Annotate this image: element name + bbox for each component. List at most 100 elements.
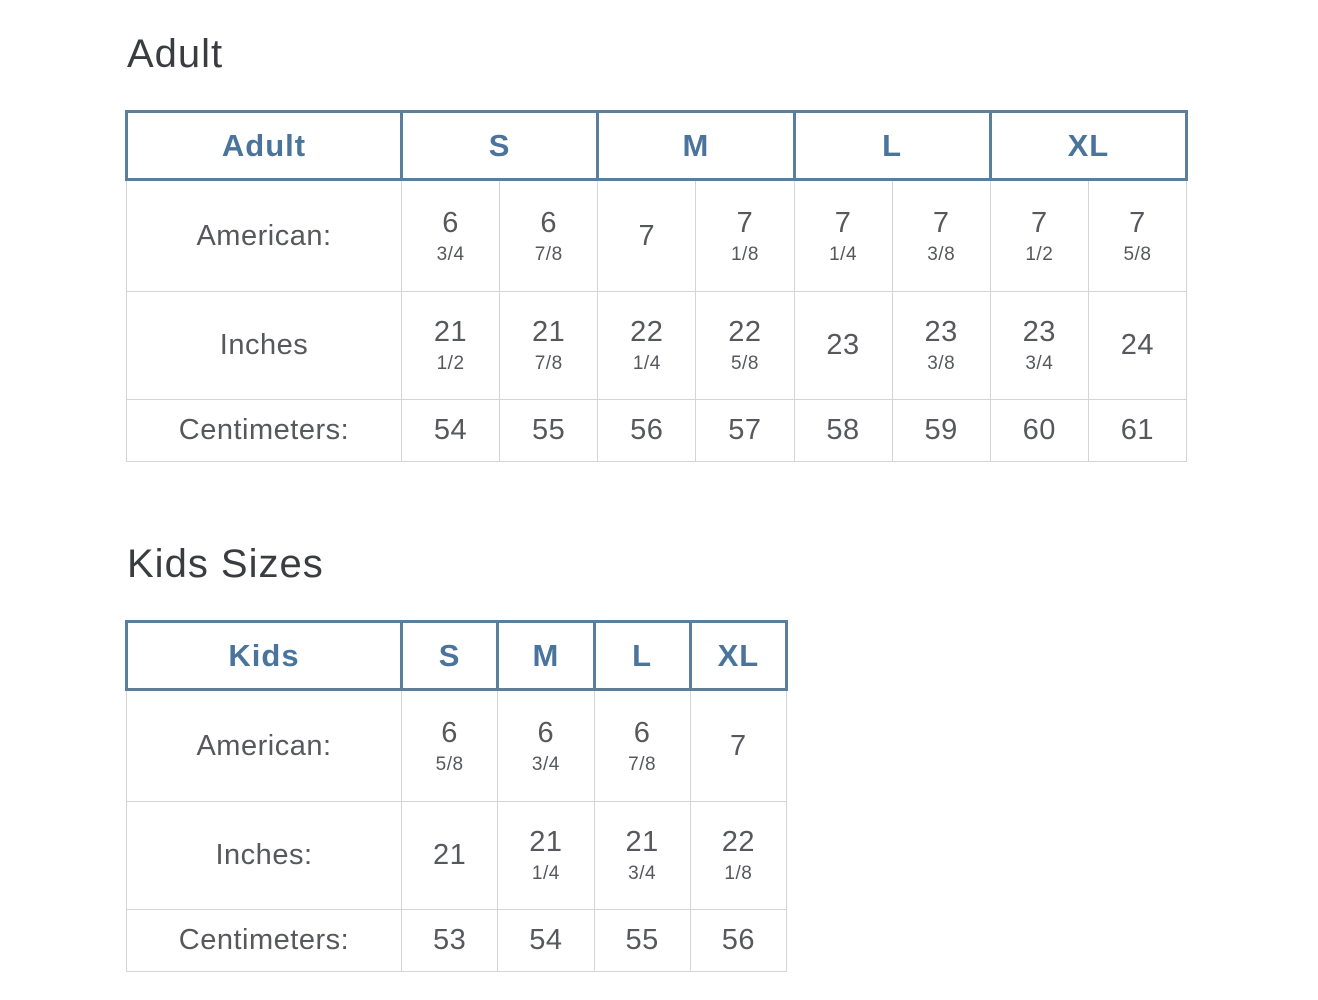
size-value-cell: 59	[891, 399, 991, 462]
value-whole: 7	[834, 206, 852, 239]
adult-american-label: American:	[126, 179, 402, 292]
adult-size-table: Adult S M L XL American: 6 3/4 6 7/8 7 7…	[125, 110, 1189, 462]
size-value-cell: 23 3/4	[989, 291, 1089, 400]
size-value-cell: 21 1/2	[400, 291, 501, 400]
value-fraction: 3/4	[436, 243, 465, 265]
kids-corner-header: Kids	[125, 620, 403, 691]
value-whole: 21	[625, 826, 659, 858]
size-value-cell: 22 5/8	[695, 291, 795, 400]
kids-american-row: American: 6 5/8 6 3/4 6 7/8 7	[126, 689, 788, 802]
value-fraction: 1/8	[730, 243, 759, 265]
value-fraction: 7/8	[534, 353, 563, 374]
size-value-cell: 7 1/8	[695, 179, 795, 292]
size-value-cell: 24	[1087, 291, 1188, 400]
value-whole: 56	[630, 414, 664, 446]
kids-inches-label: Inches:	[126, 801, 402, 910]
adult-header-row: Adult S M L XL	[125, 110, 1189, 181]
value-whole: 6	[442, 206, 459, 239]
kids-header-s: S	[399, 620, 500, 691]
kids-inches-row: Inches: 21 21 1/4 21 3/4 22 1/8	[126, 801, 788, 910]
value-whole: 22	[630, 316, 664, 348]
value-whole: 55	[532, 414, 566, 446]
size-value-cell: 6 3/4	[400, 179, 501, 292]
value-whole: 21	[532, 316, 566, 348]
size-value-cell: 22 1/4	[597, 291, 697, 400]
value-fraction: 3/8	[927, 243, 956, 265]
size-value-cell: 22 1/8	[689, 801, 788, 910]
value-fraction: 5/8	[435, 753, 464, 775]
value-whole: 56	[721, 924, 755, 956]
value-whole: 53	[432, 924, 467, 956]
size-value-cell: 6 7/8	[499, 179, 599, 292]
value-whole: 54	[529, 924, 563, 956]
value-whole: 6	[633, 716, 651, 749]
size-value-cell: 7	[597, 179, 697, 292]
size-value-cell: 7 1/2	[989, 179, 1089, 292]
adult-header-s: S	[399, 110, 600, 181]
value-whole: 58	[826, 414, 860, 446]
adult-corner-header: Adult	[125, 110, 403, 181]
value-fraction: 1/4	[829, 243, 858, 265]
value-fraction: 5/8	[730, 353, 759, 374]
adult-inches-row: Inches 21 1/2 21 7/8 22 1/4 22 5/8 23 23…	[126, 291, 1188, 400]
value-fraction: 1/2	[436, 353, 465, 374]
value-whole: 6	[537, 716, 555, 749]
size-value-cell: 21 7/8	[499, 291, 599, 400]
size-value-cell: 54	[497, 909, 595, 972]
value-fraction: 1/2	[1025, 243, 1054, 265]
size-value-cell: 53	[400, 909, 499, 972]
value-fraction: 3/4	[1025, 353, 1054, 374]
value-whole: 22	[721, 826, 755, 858]
value-whole: 21	[432, 839, 467, 871]
size-value-cell: 60	[989, 399, 1089, 462]
size-value-cell: 7	[689, 689, 788, 802]
value-whole: 23	[826, 329, 860, 361]
value-whole: 7	[1030, 206, 1048, 239]
value-fraction: 3/4	[531, 753, 560, 775]
value-fraction: 3/8	[927, 353, 956, 374]
size-value-cell: 7 3/8	[891, 179, 991, 292]
value-whole: 23	[924, 316, 958, 348]
value-whole: 59	[924, 414, 958, 446]
adult-header-l: L	[792, 110, 992, 181]
kids-section-heading: Kids Sizes	[127, 542, 324, 586]
value-whole: 7	[730, 729, 747, 762]
kids-centimeters-label: Centimeters:	[126, 909, 402, 972]
adult-inches-label: Inches	[126, 291, 402, 400]
size-value-cell: 6 3/4	[497, 689, 595, 802]
value-fraction: 5/8	[1123, 243, 1152, 265]
value-whole: 22	[728, 316, 762, 348]
size-value-cell: 55	[499, 399, 599, 462]
adult-centimeters-row: Centimeters: 54 55 56 57 58 59 60 61	[126, 399, 1188, 462]
value-fraction: 7/8	[628, 753, 657, 775]
kids-header-l: L	[592, 620, 692, 691]
size-value-cell: 6 5/8	[400, 689, 499, 802]
value-whole: 21	[529, 826, 563, 858]
value-whole: 21	[433, 316, 468, 348]
value-whole: 24	[1120, 329, 1155, 361]
size-value-cell: 55	[593, 909, 691, 972]
value-whole: 7	[1129, 206, 1146, 239]
value-fraction: 3/4	[628, 863, 657, 884]
size-value-cell: 21 1/4	[497, 801, 595, 910]
value-whole: 6	[441, 716, 458, 749]
value-whole: 23	[1022, 316, 1056, 348]
size-value-cell: 61	[1087, 399, 1188, 462]
size-value-cell: 57	[695, 399, 795, 462]
value-whole: 7	[638, 219, 656, 252]
adult-american-row: American: 6 3/4 6 7/8 7 7 1/8 7 1/4 7 3/…	[126, 179, 1188, 292]
adult-header-m: M	[596, 110, 796, 181]
value-whole: 61	[1120, 414, 1155, 446]
size-value-cell: 21	[400, 801, 499, 910]
value-fraction: 1/4	[632, 353, 661, 374]
size-value-cell: 7 5/8	[1087, 179, 1188, 292]
size-value-cell: 21 3/4	[593, 801, 691, 910]
value-whole: 7	[736, 206, 754, 239]
size-value-cell: 23 3/8	[891, 291, 991, 400]
value-fraction: 7/8	[534, 243, 563, 265]
adult-header-xl: XL	[988, 110, 1189, 181]
size-value-cell: 23	[793, 291, 893, 400]
size-value-cell: 7 1/4	[793, 179, 893, 292]
adult-centimeters-label: Centimeters:	[126, 399, 402, 462]
